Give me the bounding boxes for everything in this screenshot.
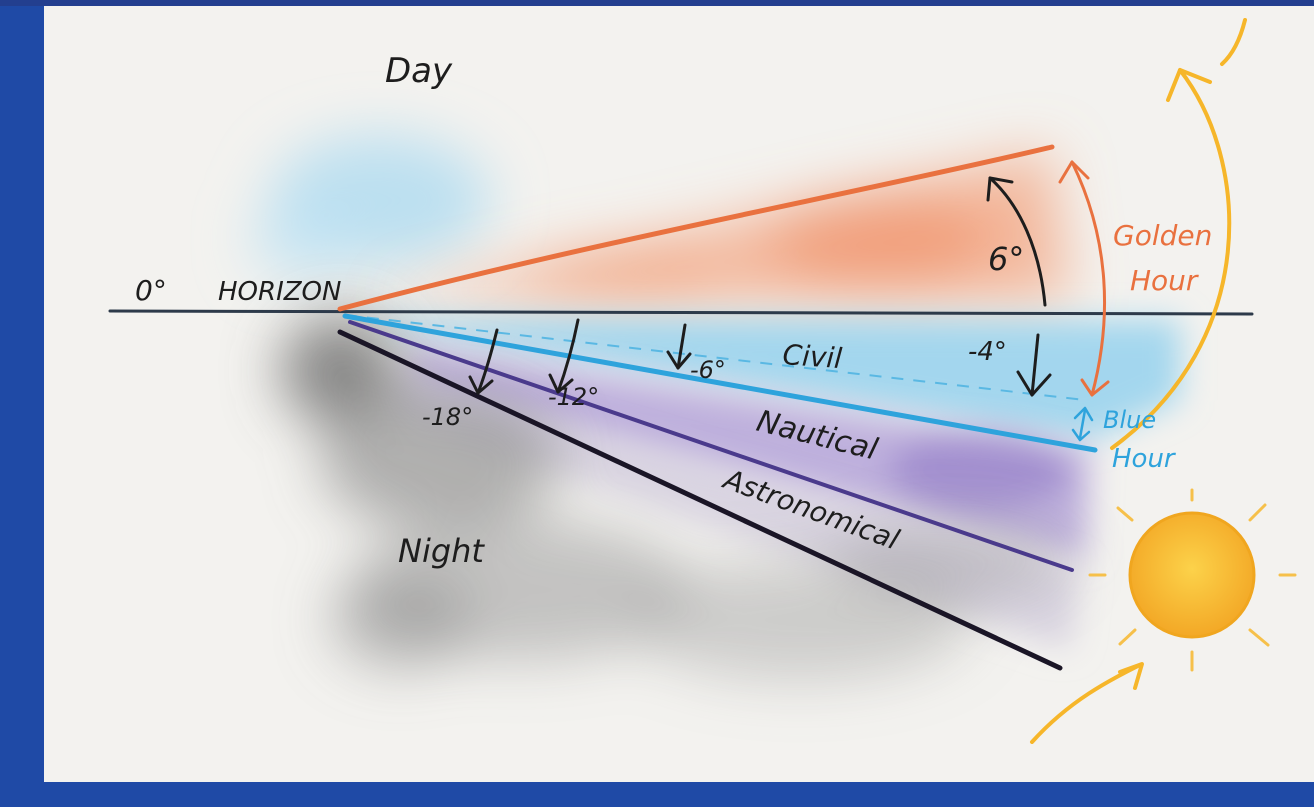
minus-eighteen-degree-label: -18° (422, 403, 473, 431)
zero-degree-label: 0° (135, 274, 167, 307)
minus-six-degree-label: -6° (690, 356, 726, 384)
civil-dashed-line (344, 314, 1086, 401)
sun-icon (1088, 488, 1297, 672)
nautical-line (348, 320, 1074, 572)
golden-hour-label-line2: Hour (1130, 264, 1199, 297)
golden-hour-upper-line (337, 144, 1055, 312)
day-sky-wash (250, 135, 490, 280)
night-wash (280, 315, 1070, 680)
blue-hour-wash (380, 318, 1180, 440)
golden-hour-bracket (1058, 160, 1110, 397)
civil-line (342, 313, 1098, 453)
astronomical-line (337, 329, 1063, 671)
horizon-line (108, 309, 1254, 316)
golden-hour-label-line1: Golden (1113, 219, 1212, 252)
night-label: Night (398, 532, 485, 570)
minus-twelve-degree-label: -12° (548, 383, 599, 411)
blue-hour-label-line2: Hour (1112, 444, 1177, 474)
day-label: Day (385, 51, 453, 91)
horizon-label: HORIZON (218, 277, 341, 307)
blue-hour-bracket (1071, 406, 1094, 442)
civil-label: Civil (782, 338, 844, 375)
angle-arrows (468, 176, 1052, 397)
blue-hour-label-line1: Blue (1103, 406, 1156, 434)
golden-hour-wash (380, 150, 1070, 300)
six-degree-label: 6° (988, 240, 1024, 278)
sun-path-arrow (1030, 18, 1247, 744)
minus-four-degree-label: -4° (968, 337, 1007, 367)
frame-top-bar (0, 0, 1314, 6)
